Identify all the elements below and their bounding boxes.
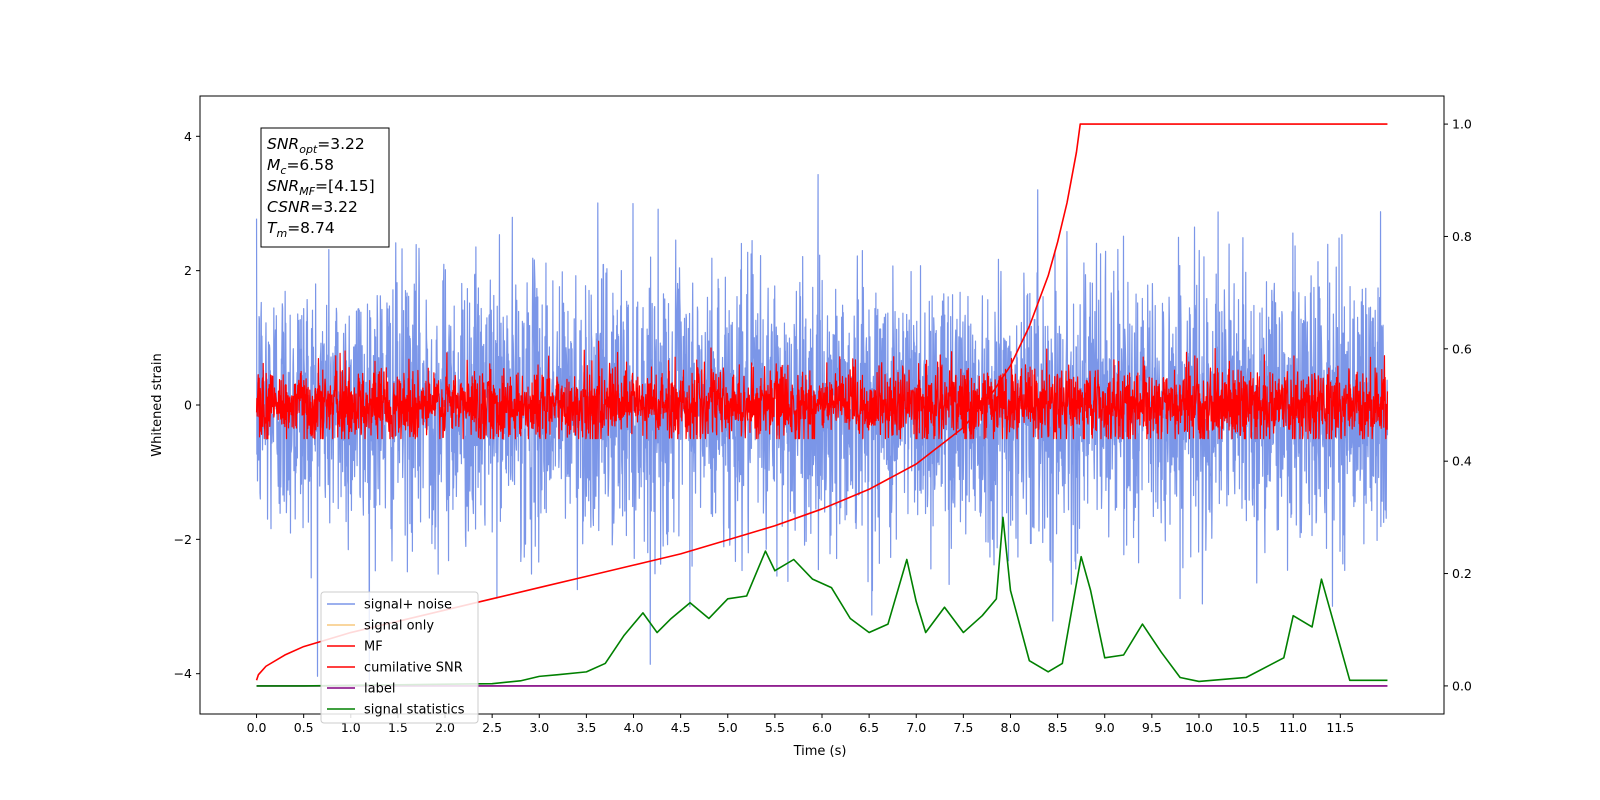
info-subscript: c <box>280 164 286 177</box>
legend-label: signal statistics <box>364 703 465 718</box>
x-tick-label: 2.5 <box>482 720 502 735</box>
x-tick-label: 1.5 <box>388 720 408 735</box>
x-tick-label: 4.5 <box>671 720 691 735</box>
x-tick-label: 10.5 <box>1232 720 1260 735</box>
legend-label: MF <box>364 640 383 655</box>
y-axis-label: Whitened strain <box>150 353 165 456</box>
y-tick-label: −2 <box>174 532 192 547</box>
info-value: =3.22 <box>310 198 358 216</box>
y-tick-label: −4 <box>174 666 192 681</box>
x-tick-label: 5.0 <box>718 720 738 735</box>
x-tick-label: 11.0 <box>1279 720 1307 735</box>
info-box: SNRopt=3.22Mc=6.58SNRMF=[4.15]CSNR=3.22T… <box>260 127 390 248</box>
legend-label: signal+ noise <box>364 598 452 613</box>
info-symbol: T <box>267 219 278 237</box>
x-tick-label: 6.5 <box>859 720 879 735</box>
x-axis-label: Time (s) <box>793 744 847 759</box>
info-line: CSNR=3.22 <box>267 198 358 216</box>
info-line: SNRopt=3.22 <box>267 135 365 156</box>
y-tick-label: 2 <box>184 263 192 278</box>
x-tick-label: 10.0 <box>1185 720 1213 735</box>
info-line: SNRMF=[4.15] <box>267 177 375 198</box>
legend-label: signal only <box>364 619 434 634</box>
x-tick-label: 0.0 <box>247 720 267 735</box>
legend-label: cumilative SNR <box>364 661 463 676</box>
legend-frame <box>320 591 479 724</box>
axes: 0.0 0.5 1.0 1.5 2.0 2.5 3.0 3.5 4.0 4.5 5.0 5.5 6.0 6… <box>174 117 1472 735</box>
info-symbol: M <box>267 156 280 174</box>
series-line-signal-statistics <box>256 516 1388 687</box>
y2-tick-label: 0.0 <box>1452 678 1472 693</box>
x-tick-label: 4.0 <box>624 720 644 735</box>
x-tick-label: 9.0 <box>1095 720 1115 735</box>
legend: signal+ noise signal only MF cumilative SNR… <box>320 591 479 724</box>
info-line: Tm=8.74 <box>267 219 335 240</box>
info-symbol: SNR <box>267 177 299 195</box>
info-subscript: m <box>276 227 287 240</box>
y2-tick-label: 0.6 <box>1452 341 1472 356</box>
x-tick-label: 7.5 <box>953 720 973 735</box>
y2-tick-label: 0.8 <box>1452 229 1472 244</box>
info-box-frame <box>260 127 390 248</box>
info-subscript: MF <box>299 185 315 198</box>
x-tick-label: 9.5 <box>1142 720 1162 735</box>
x-tick-label: 3.0 <box>529 720 549 735</box>
info-value: =6.58 <box>286 156 334 174</box>
y-tick-label: 0 <box>184 398 192 413</box>
y2-tick-label: 1.0 <box>1452 117 1472 132</box>
x-tick-label: 1.0 <box>341 720 361 735</box>
x-tick-label: 3.5 <box>576 720 596 735</box>
x-tick-label: 11.5 <box>1326 720 1354 735</box>
info-line: Mc=6.58 <box>267 156 334 177</box>
info-value: =[4.15] <box>315 177 375 195</box>
x-tick-label: 2.0 <box>435 720 455 735</box>
y-tick-label: 4 <box>184 129 192 144</box>
x-tick-label: 8.0 <box>1001 720 1021 735</box>
info-symbol: CSNR <box>267 198 310 216</box>
legend-label: label <box>364 682 395 697</box>
y2-tick-label: 0.4 <box>1452 454 1472 469</box>
x-tick-label: 7.0 <box>906 720 926 735</box>
x-tick-label: 5.5 <box>765 720 785 735</box>
y2-tick-label: 0.2 <box>1452 566 1472 581</box>
info-value: =8.74 <box>287 219 335 237</box>
series-line-mf <box>255 340 1389 440</box>
info-value: =3.22 <box>317 135 365 153</box>
x-tick-label: 8.5 <box>1048 720 1068 735</box>
series-line-signal-noise <box>255 173 1389 682</box>
x-tick-label: 6.0 <box>812 720 832 735</box>
info-symbol: SNR <box>267 135 299 153</box>
info-subscript: opt <box>299 143 318 156</box>
x-tick-label: 0.5 <box>294 720 314 735</box>
